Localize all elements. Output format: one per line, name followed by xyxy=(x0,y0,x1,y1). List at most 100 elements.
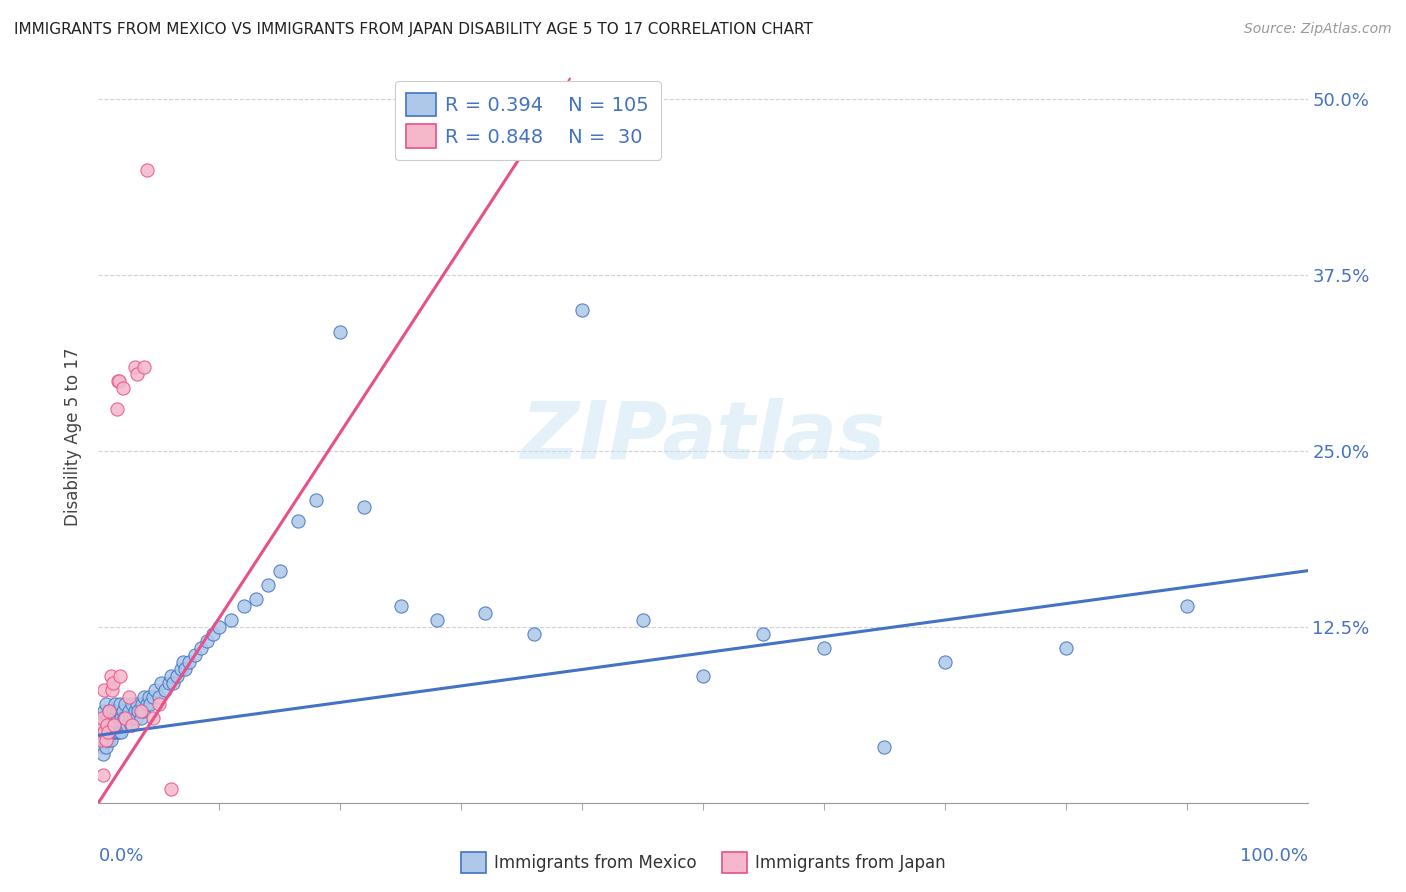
Point xyxy=(105,705,128,719)
Point xyxy=(166,669,188,683)
Point xyxy=(139,698,162,712)
Point xyxy=(121,698,143,712)
Text: ZIPatlas: ZIPatlas xyxy=(520,398,886,476)
Point xyxy=(97,732,120,747)
Point xyxy=(172,655,194,669)
Point xyxy=(190,641,212,656)
Point xyxy=(110,711,132,725)
Point xyxy=(269,564,291,578)
Point xyxy=(103,725,125,739)
Point xyxy=(111,381,134,395)
Point xyxy=(108,718,131,732)
Point xyxy=(202,627,225,641)
Point xyxy=(124,705,146,719)
Point xyxy=(93,711,115,725)
Point xyxy=(91,767,114,781)
Point xyxy=(108,669,131,683)
Point xyxy=(148,698,170,712)
Point xyxy=(329,325,352,339)
Point xyxy=(132,705,155,719)
Point xyxy=(208,620,231,634)
Point xyxy=(89,718,111,732)
Point xyxy=(91,739,114,754)
Point xyxy=(93,705,115,719)
Point xyxy=(98,705,121,719)
Point xyxy=(89,725,111,739)
Point xyxy=(94,739,117,754)
Point xyxy=(91,711,114,725)
Legend: R = 0.394    N = 105, R = 0.848    N =  30: R = 0.394 N = 105, R = 0.848 N = 30 xyxy=(395,81,661,160)
Point xyxy=(142,711,165,725)
Point xyxy=(134,359,156,374)
Point xyxy=(571,303,593,318)
Point xyxy=(115,711,138,725)
Point xyxy=(122,711,145,725)
Point xyxy=(934,655,956,669)
Point xyxy=(90,718,112,732)
Point xyxy=(101,718,124,732)
Point xyxy=(104,698,127,712)
Point xyxy=(1054,641,1077,656)
Point xyxy=(111,718,134,732)
Point xyxy=(94,732,117,747)
Point xyxy=(124,359,146,374)
Point xyxy=(105,401,128,416)
Point xyxy=(631,613,654,627)
Point xyxy=(100,725,122,739)
Point xyxy=(256,578,278,592)
Point xyxy=(148,690,170,705)
Point xyxy=(179,655,201,669)
Legend: Immigrants from Mexico, Immigrants from Japan: Immigrants from Mexico, Immigrants from … xyxy=(454,846,952,880)
Point xyxy=(93,732,115,747)
Point xyxy=(305,493,328,508)
Text: 100.0%: 100.0% xyxy=(1240,847,1308,864)
Point xyxy=(174,662,197,676)
Point xyxy=(108,705,131,719)
Point xyxy=(94,698,117,712)
Point xyxy=(114,711,136,725)
Point xyxy=(90,732,112,747)
Point xyxy=(105,725,128,739)
Point xyxy=(100,718,122,732)
Point xyxy=(90,732,112,747)
Point xyxy=(100,683,122,698)
Point xyxy=(142,690,165,705)
Point xyxy=(96,718,118,732)
Point xyxy=(112,711,135,725)
Point xyxy=(118,690,141,705)
Point xyxy=(100,732,122,747)
Point xyxy=(111,705,134,719)
Point xyxy=(169,662,191,676)
Point xyxy=(103,718,125,732)
Point xyxy=(91,711,114,725)
Point xyxy=(127,698,149,712)
Point xyxy=(138,690,160,705)
Point xyxy=(91,747,114,761)
Point xyxy=(125,711,148,725)
Point xyxy=(110,725,132,739)
Point xyxy=(157,676,180,690)
Point xyxy=(153,683,176,698)
Point xyxy=(813,641,835,656)
Text: Source: ZipAtlas.com: Source: ZipAtlas.com xyxy=(1244,22,1392,37)
Point xyxy=(692,669,714,683)
Point xyxy=(121,718,143,732)
Point xyxy=(129,711,152,725)
Point xyxy=(873,739,896,754)
Point xyxy=(107,718,129,732)
Text: 0.0%: 0.0% xyxy=(98,847,143,864)
Point xyxy=(118,711,141,725)
Point xyxy=(96,718,118,732)
Point xyxy=(114,698,136,712)
Point xyxy=(97,725,120,739)
Point xyxy=(98,718,121,732)
Point xyxy=(143,683,166,698)
Point xyxy=(135,162,157,177)
Point xyxy=(94,718,117,732)
Point xyxy=(221,613,243,627)
Point xyxy=(287,515,309,529)
Point xyxy=(135,698,157,712)
Point xyxy=(426,613,449,627)
Point xyxy=(114,718,136,732)
Point xyxy=(98,705,121,719)
